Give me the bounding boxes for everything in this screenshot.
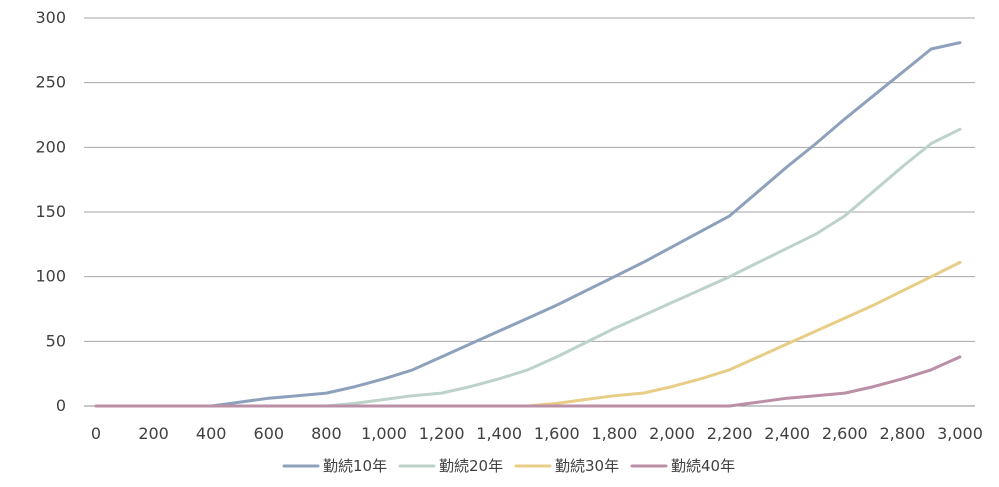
y-tick-label: 50	[46, 331, 66, 350]
x-tick-label: 800	[311, 424, 342, 443]
legend: 勤続10年 勤続20年 勤続30年 勤続40年	[282, 457, 735, 475]
x-tick-label: 0	[91, 424, 101, 443]
x-tick-label: 400	[196, 424, 227, 443]
x-tick-label: 2,800	[879, 424, 925, 443]
x-tick-label: 600	[254, 424, 285, 443]
y-tick-label: 0	[56, 396, 66, 415]
legend-label: 勤続40年	[671, 457, 735, 475]
series-line-3	[94, 260, 962, 408]
x-tick-label: 200	[138, 424, 169, 443]
gridlines	[84, 17, 975, 407]
x-tick-label: 2,600	[822, 424, 868, 443]
series-line-2	[94, 127, 962, 408]
series-line-1	[94, 41, 962, 408]
y-tick-label: 300	[35, 8, 66, 27]
legend-label: 勤続10年	[323, 457, 387, 475]
x-tick-label: 2,400	[764, 424, 810, 443]
x-tick-label: 1,800	[591, 424, 637, 443]
x-tick-label: 1,200	[419, 424, 465, 443]
series-lines	[94, 41, 962, 408]
legend-label: 勤続20年	[439, 457, 503, 475]
series-line-4	[94, 355, 962, 408]
legend-label: 勤続30年	[555, 457, 619, 475]
x-tick-label: 3,000	[937, 424, 983, 443]
y-tick-label: 100	[35, 267, 66, 286]
y-tick-label: 200	[35, 137, 66, 156]
x-tick-label: 1,400	[476, 424, 522, 443]
x-tick-label: 2,000	[649, 424, 695, 443]
x-tick-label: 1,600	[534, 424, 580, 443]
x-tick-label: 2,200	[707, 424, 753, 443]
axes: 0 50 100 150 200 250 300 0 200 400 600 800 1,000 1,20…	[35, 8, 982, 443]
x-tick-label: 1,000	[361, 424, 407, 443]
y-tick-label: 150	[35, 202, 66, 221]
y-tick-label: 250	[35, 73, 66, 92]
